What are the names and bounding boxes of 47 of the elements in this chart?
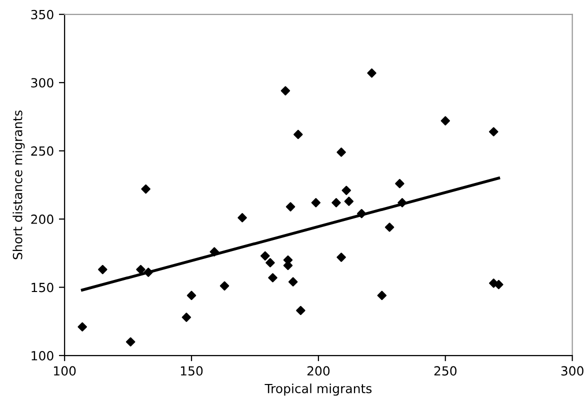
y-tick-label: 200	[31, 214, 54, 224]
point	[260, 251, 270, 261]
x-axis-title: Tropical migrants	[264, 384, 372, 396]
point	[288, 277, 298, 286]
point	[294, 130, 303, 140]
point	[336, 148, 346, 157]
point	[440, 116, 450, 126]
point	[210, 247, 219, 256]
point	[367, 68, 376, 78]
point	[268, 273, 278, 282]
point	[356, 208, 366, 218]
point	[78, 322, 87, 332]
y-tick-label: 350	[31, 10, 54, 20]
y-tick-label: 300	[31, 78, 54, 88]
point	[489, 127, 498, 136]
point	[182, 312, 192, 322]
point	[126, 337, 136, 346]
x-tick-label: 200	[307, 366, 330, 376]
point	[344, 196, 354, 206]
point	[136, 264, 146, 274]
point	[144, 268, 153, 277]
point	[395, 178, 404, 188]
point	[266, 258, 275, 268]
point	[332, 198, 341, 208]
y-tick-label: 100	[32, 350, 54, 360]
x-tick-label: 100	[54, 366, 76, 376]
x-tick-label: 250	[434, 366, 456, 376]
point	[398, 198, 407, 208]
y-tick-label: 250	[31, 146, 54, 156]
point	[286, 202, 296, 212]
point	[141, 184, 150, 194]
point	[296, 306, 306, 316]
point	[336, 252, 346, 262]
y-tick-label: 150	[32, 282, 54, 292]
point	[377, 290, 387, 300]
point	[494, 280, 504, 290]
point	[98, 264, 108, 274]
point	[220, 281, 230, 291]
point	[280, 86, 290, 96]
x-tick-label: 150	[180, 366, 203, 376]
point	[238, 213, 247, 222]
point	[311, 198, 321, 208]
y-axis-title: Short distance migrants	[12, 110, 25, 260]
point	[384, 222, 394, 232]
point	[186, 290, 196, 300]
x-tick-label: 300	[561, 366, 584, 376]
point	[342, 186, 351, 196]
